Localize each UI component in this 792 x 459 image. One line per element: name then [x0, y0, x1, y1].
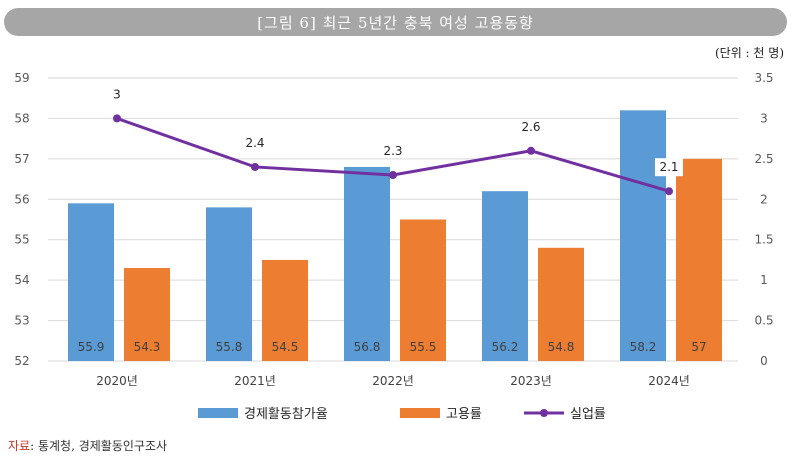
legend-label: 실업률	[570, 407, 606, 422]
y-right-tick-label: 3.5	[754, 71, 773, 85]
bar-value-label: 54.5	[272, 340, 299, 354]
x-category-label: 2023년	[510, 374, 552, 388]
bar-value-label: 56.2	[492, 340, 519, 354]
line-value-label: 3	[113, 87, 121, 101]
x-category-label: 2024년	[648, 374, 690, 388]
y-left-tick-label: 59	[14, 71, 29, 85]
line-value-label: 2.6	[521, 120, 540, 134]
y-right-tick-label: 2.5	[754, 152, 773, 166]
bar-participation	[482, 191, 528, 361]
y-right-tick-label: 0.5	[754, 314, 773, 328]
x-category-label: 2021년	[234, 374, 276, 388]
source-note: 자료: 통계청, 경제활동인구조사	[8, 437, 167, 454]
y-right-tick-label: 1	[760, 273, 768, 287]
line-value-label: 2.3	[383, 144, 402, 158]
combo-chart: 52 53 54 55 56 57 58 59 0 0.5 1 1.5 2 2.5 3 3.5 55.9 54.3…	[14, 71, 773, 422]
bar-employment	[262, 259, 308, 361]
y-left-tick-label: 52	[14, 354, 29, 368]
legend-label: 고용률	[446, 407, 482, 422]
bar-employment	[400, 219, 446, 361]
bar-value-label: 56.8	[354, 340, 381, 354]
source-text: : 통계청, 경제활동인구조사	[30, 439, 168, 453]
y-left-tick-label: 54	[14, 273, 29, 287]
y-right-tick-label: 2	[760, 192, 768, 206]
y-left-tick-label: 57	[14, 152, 29, 166]
bar-participation	[206, 207, 252, 361]
bar-employment	[124, 268, 170, 361]
bar-employment	[676, 158, 722, 361]
y-right-tick-label: 1.5	[754, 233, 773, 247]
unemployment-point	[389, 171, 397, 180]
unemployment-point	[113, 114, 121, 123]
y-left-tick-label: 55	[14, 233, 29, 247]
unit-label: (단위 : 천 명)	[714, 46, 784, 60]
line-value-label: 2.4	[245, 136, 264, 150]
bar-value-label: 55.9	[78, 340, 105, 354]
bar-value-label: 58.2	[630, 340, 657, 354]
legend-swatch	[198, 408, 238, 418]
source-label: 자료	[8, 439, 31, 453]
unemployment-point	[251, 162, 259, 171]
unemployment-point	[527, 146, 535, 155]
x-category-label: 2020년	[96, 374, 138, 388]
bar-participation	[68, 203, 114, 361]
bar-value-label: 55.8	[216, 340, 243, 354]
bar-value-label: 57	[691, 340, 706, 354]
legend-marker	[540, 409, 548, 417]
y-left-tick-label: 58	[14, 111, 29, 125]
legend-label: 경제활동참가율	[244, 407, 328, 422]
bar-value-label: 54.8	[548, 340, 575, 354]
y-left-tick-label: 56	[14, 192, 29, 206]
bar-participation	[620, 110, 666, 361]
x-category-label: 2022년	[372, 374, 414, 388]
unemployment-point	[665, 187, 673, 196]
line-value-label: 2.1	[659, 160, 678, 174]
y-right-tick-label: 0	[760, 354, 768, 368]
bar-value-label: 55.5	[410, 340, 437, 354]
bar-value-label: 54.3	[134, 340, 161, 354]
y-left-tick-label: 53	[14, 314, 29, 328]
bar-employment	[538, 247, 584, 361]
data-label-background	[655, 158, 683, 177]
legend-swatch	[400, 408, 440, 418]
y-right-tick-label: 3	[760, 111, 768, 125]
bar-participation	[344, 166, 390, 361]
chart-title: [그림 6] 최근 5년간 충북 여성 고용동향	[4, 8, 787, 36]
